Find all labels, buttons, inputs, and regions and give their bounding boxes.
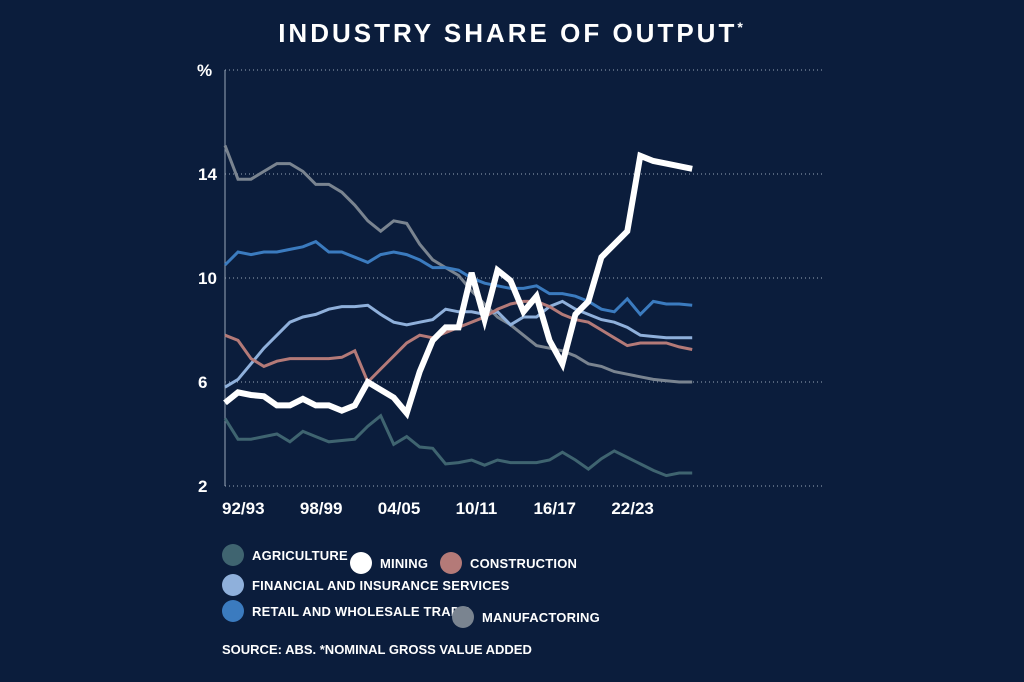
series-line-mining: [223, 151, 693, 420]
legend-item: MANUFACTORING: [452, 606, 600, 628]
legend-label: RETAIL AND WHOLESALE TRADE: [252, 603, 470, 619]
legend-swatch: [440, 552, 462, 574]
legend-label: MANUFACTORING: [482, 609, 600, 625]
y-axis-ticks: 2 6 10 14: [198, 165, 217, 496]
legend-label: FINANCIAL AND INSURANCE SERVICES: [252, 577, 510, 593]
legend: AGRICULTURE MINING CONSTRUCTION FINANCIAL A…: [222, 540, 822, 628]
legend-swatch: [222, 544, 244, 566]
legend-label: AGRICULTURE: [252, 547, 348, 563]
gridlines: [224, 69, 822, 487]
y-tick-label: 2: [198, 477, 207, 496]
title-footnote-mark: *: [737, 19, 745, 35]
series-line-agriculture: [223, 413, 693, 478]
source-note: SOURCE: ABS. *NOMINAL GROSS VALUE ADDED: [222, 642, 532, 657]
y-tick-label: 14: [198, 165, 217, 184]
x-tick-label: 16/17: [533, 499, 576, 518]
legend-swatch: [452, 606, 474, 628]
legend-swatch: [222, 600, 244, 622]
y-tick-label: 10: [198, 269, 217, 288]
legend-label: MINING: [380, 555, 429, 571]
chart-title: INDUSTRY SHARE OF OUTPUT*: [278, 18, 746, 48]
legend-item: MINING: [350, 552, 428, 574]
legend-item: RETAIL AND WHOLESALE TRADE: [222, 600, 469, 622]
series-line-financial-and-insurance-services: [224, 299, 693, 389]
legend-label: CONSTRUCTION: [470, 555, 578, 571]
legend-item: FINANCIAL AND INSURANCE SERVICES: [222, 574, 510, 596]
series-line-retail-and-wholesale-trade: [223, 239, 693, 317]
series-line-construction: [224, 299, 693, 385]
x-tick-label: 10/11: [456, 499, 498, 518]
x-axis-ticks: 92/93 98/99 04/05 10/11 16/17 22/23: [222, 499, 654, 518]
series-lines: [223, 144, 693, 478]
series-line-manufactoring: [223, 144, 693, 384]
y-axis-unit-label: %: [197, 61, 212, 80]
x-tick-label: 98/99: [300, 499, 343, 518]
legend-swatch: [222, 574, 244, 596]
x-tick-label: 04/05: [378, 499, 421, 518]
x-tick-label: 92/93: [222, 499, 265, 518]
legend-item: CONSTRUCTION: [440, 552, 577, 574]
legend-swatch: [350, 552, 372, 574]
legend-item: AGRICULTURE: [222, 544, 348, 566]
y-tick-label: 6: [198, 373, 207, 392]
x-tick-label: 22/23: [611, 499, 654, 518]
